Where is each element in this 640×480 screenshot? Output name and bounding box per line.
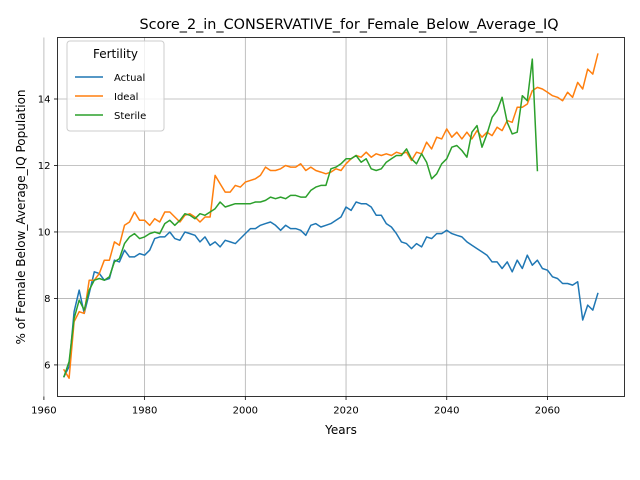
series-lines xyxy=(62,53,599,379)
grid-lines xyxy=(43,37,625,397)
axes-frame xyxy=(57,37,625,397)
y-tick-label: 12 xyxy=(38,161,51,172)
x-tick-label: 1980 xyxy=(132,406,157,417)
series-line-ideal xyxy=(62,53,599,379)
legend-label-ideal: Ideal xyxy=(114,92,138,103)
series-line-sterile xyxy=(63,58,539,378)
x-tick-label: 2060 xyxy=(535,406,560,417)
y-tick-label: 14 xyxy=(38,94,51,105)
y-tick-label: 10 xyxy=(38,227,51,238)
series-line-actual xyxy=(62,201,599,378)
legend-title: Fertility xyxy=(93,47,138,61)
x-tick-label: 2000 xyxy=(233,406,258,417)
x-axis-ticks: 1960 1980 2000 2020 2040 2060 xyxy=(31,396,560,417)
chart-title: Score_2_in_CONSERVATIVE_for_Female_Below… xyxy=(139,17,558,33)
x-tick-label: 2020 xyxy=(333,406,358,417)
legend: Fertility Actual Ideal Sterile xyxy=(66,40,165,132)
legend-label-sterile: Sterile xyxy=(114,111,146,122)
y-axis-label: % of Female Below_Average_IQ Population xyxy=(14,89,28,344)
y-axis-ticks: 6 8 10 12 14 xyxy=(38,94,58,371)
legend-label-actual: Actual xyxy=(114,73,145,84)
x-axis-label: Years xyxy=(324,423,357,437)
legend-items: Actual Ideal Sterile xyxy=(75,73,146,122)
x-tick-label: 2040 xyxy=(434,406,459,417)
y-tick-label: 8 xyxy=(44,294,50,305)
y-tick-label: 6 xyxy=(44,360,50,371)
legend-frame xyxy=(66,40,165,132)
x-tick-label: 1960 xyxy=(31,406,56,417)
